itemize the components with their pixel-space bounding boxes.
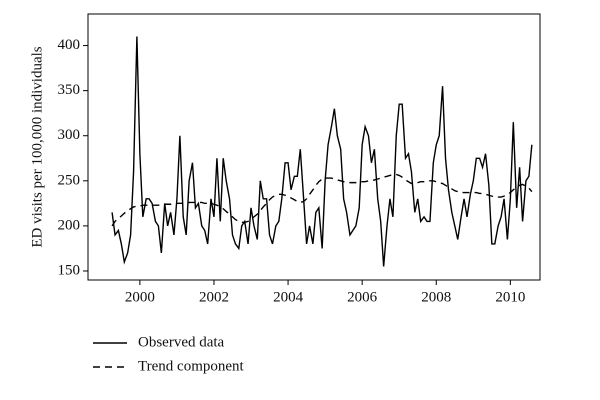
x-tick-label: 2006 <box>347 289 378 305</box>
y-tick-label: 350 <box>58 82 81 98</box>
plot-frame <box>87 13 541 281</box>
x-tick-label: 2010 <box>495 289 525 305</box>
x-tick-label: 2000 <box>125 289 155 305</box>
legend-label: Observed data <box>138 334 225 350</box>
y-axis-label: ED visits per 100,000 individuals <box>29 46 45 247</box>
y-tick-label: 200 <box>58 217 81 233</box>
y-tick-label: 400 <box>58 37 81 53</box>
x-tick-label: 2008 <box>421 289 451 305</box>
x-tick-label: 2002 <box>199 289 229 305</box>
y-tick-label: 300 <box>58 127 81 143</box>
series-line <box>111 36 533 267</box>
legend-label: Trend component <box>138 358 245 374</box>
series-line <box>111 173 533 227</box>
y-tick-label: 250 <box>58 172 81 188</box>
y-tick-label: 150 <box>58 262 81 278</box>
x-tick-label: 2004 <box>273 289 304 305</box>
